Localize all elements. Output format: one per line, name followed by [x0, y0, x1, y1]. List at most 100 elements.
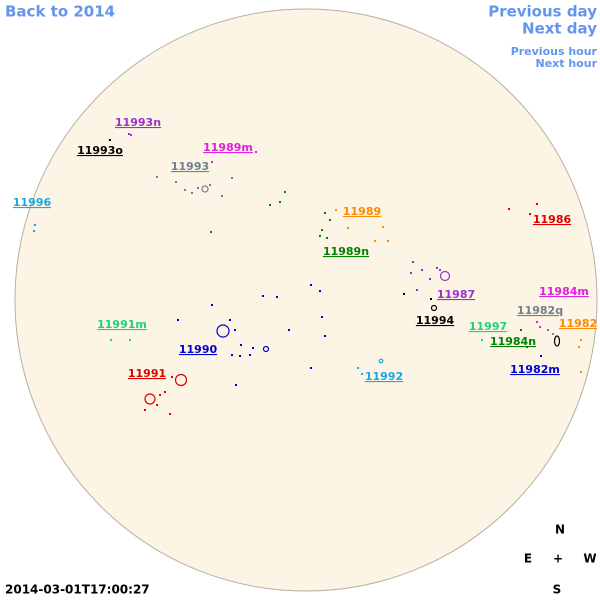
region-label[interactable]: 11996	[13, 196, 52, 209]
spot	[326, 237, 328, 239]
spot	[229, 319, 231, 321]
spot	[255, 151, 257, 153]
spot	[374, 240, 376, 242]
spot	[310, 367, 312, 369]
spot-contours	[144, 185, 561, 405]
spot	[240, 344, 242, 346]
spot	[324, 212, 326, 214]
spot	[319, 290, 321, 292]
spot	[234, 329, 236, 331]
spot	[209, 184, 211, 186]
spot	[335, 209, 337, 211]
spot	[430, 298, 432, 300]
spot	[144, 409, 146, 411]
spot	[536, 203, 538, 205]
solar-disk	[14, 8, 598, 592]
spot	[539, 326, 541, 328]
spot	[109, 139, 111, 141]
spot	[578, 346, 580, 348]
spot	[276, 296, 278, 298]
region-label[interactable]: 11982q	[517, 304, 563, 317]
spot	[416, 289, 418, 291]
spot	[310, 284, 312, 286]
region-label[interactable]: 11990	[179, 343, 218, 356]
region-label[interactable]: 11989m	[203, 141, 253, 154]
region-label[interactable]: 11991	[128, 367, 166, 380]
spot	[235, 384, 237, 386]
region-label[interactable]: 11989	[343, 205, 381, 218]
spot	[403, 293, 405, 295]
spot	[128, 133, 130, 135]
spot	[529, 213, 531, 215]
spot	[211, 161, 213, 163]
region-label[interactable]: 11984m	[539, 285, 589, 298]
spot	[262, 295, 264, 297]
spot	[321, 229, 323, 231]
previous-hour-link[interactable]: Previous hour	[511, 45, 598, 58]
region-label[interactable]: 11982	[559, 317, 597, 330]
spot	[347, 227, 349, 229]
spot	[231, 177, 233, 179]
spot	[211, 304, 213, 306]
timestamp: 2014-03-01T17:00:27	[5, 583, 150, 597]
region-label[interactable]: 11993n	[115, 116, 161, 129]
next-day-link[interactable]: Next day	[522, 20, 597, 38]
spot	[34, 224, 36, 226]
region-label[interactable]: 11997	[469, 320, 507, 333]
compass-center: +	[553, 552, 563, 566]
spot	[324, 335, 326, 337]
spot	[410, 272, 412, 274]
spot	[156, 404, 158, 406]
compass-east: E	[524, 552, 532, 566]
region-label[interactable]: 11993	[171, 160, 209, 173]
spot	[382, 226, 384, 228]
spot	[580, 339, 582, 341]
spot	[156, 176, 158, 178]
compass-west: W	[583, 552, 596, 566]
spot	[387, 240, 389, 242]
spot	[526, 346, 528, 348]
spot	[175, 181, 177, 183]
spot	[130, 134, 132, 136]
spot	[284, 191, 286, 193]
spot	[171, 376, 173, 378]
spot	[520, 329, 522, 331]
region-label[interactable]: 11989n	[323, 245, 369, 258]
region-label[interactable]: 11987	[437, 288, 475, 301]
spot	[169, 413, 171, 415]
compass-south: S	[553, 583, 562, 597]
spot	[210, 231, 212, 233]
spot	[536, 321, 538, 323]
spot	[279, 201, 281, 203]
spot	[239, 355, 241, 357]
spot	[231, 354, 233, 356]
region-label[interactable]: 11982m	[510, 363, 560, 376]
spot	[361, 373, 363, 375]
spot	[321, 316, 323, 318]
next-hour-link[interactable]: Next hour	[536, 57, 598, 70]
spot	[288, 329, 290, 331]
spot	[221, 195, 223, 197]
spot	[159, 394, 161, 396]
region-label[interactable]: 11994	[416, 314, 455, 327]
spot	[191, 192, 193, 194]
spot	[547, 329, 549, 331]
region-label[interactable]: 11993o	[77, 144, 123, 157]
spot	[357, 367, 359, 369]
spot	[129, 339, 131, 341]
spot	[110, 339, 112, 341]
previous-day-link[interactable]: Previous day	[488, 3, 597, 21]
spot	[177, 319, 179, 321]
region-label[interactable]: 11991m	[97, 318, 147, 331]
spot	[436, 267, 438, 269]
region-label[interactable]: 11992	[365, 370, 403, 383]
spot	[540, 355, 542, 357]
spot	[508, 208, 510, 210]
region-label[interactable]: 11984n	[490, 335, 536, 348]
spot	[249, 354, 251, 356]
spot	[269, 204, 271, 206]
spot	[412, 261, 414, 263]
back-link[interactable]: Back to 2014	[5, 3, 115, 21]
compass-north: N	[555, 523, 565, 537]
region-label[interactable]: 11986	[533, 213, 572, 226]
